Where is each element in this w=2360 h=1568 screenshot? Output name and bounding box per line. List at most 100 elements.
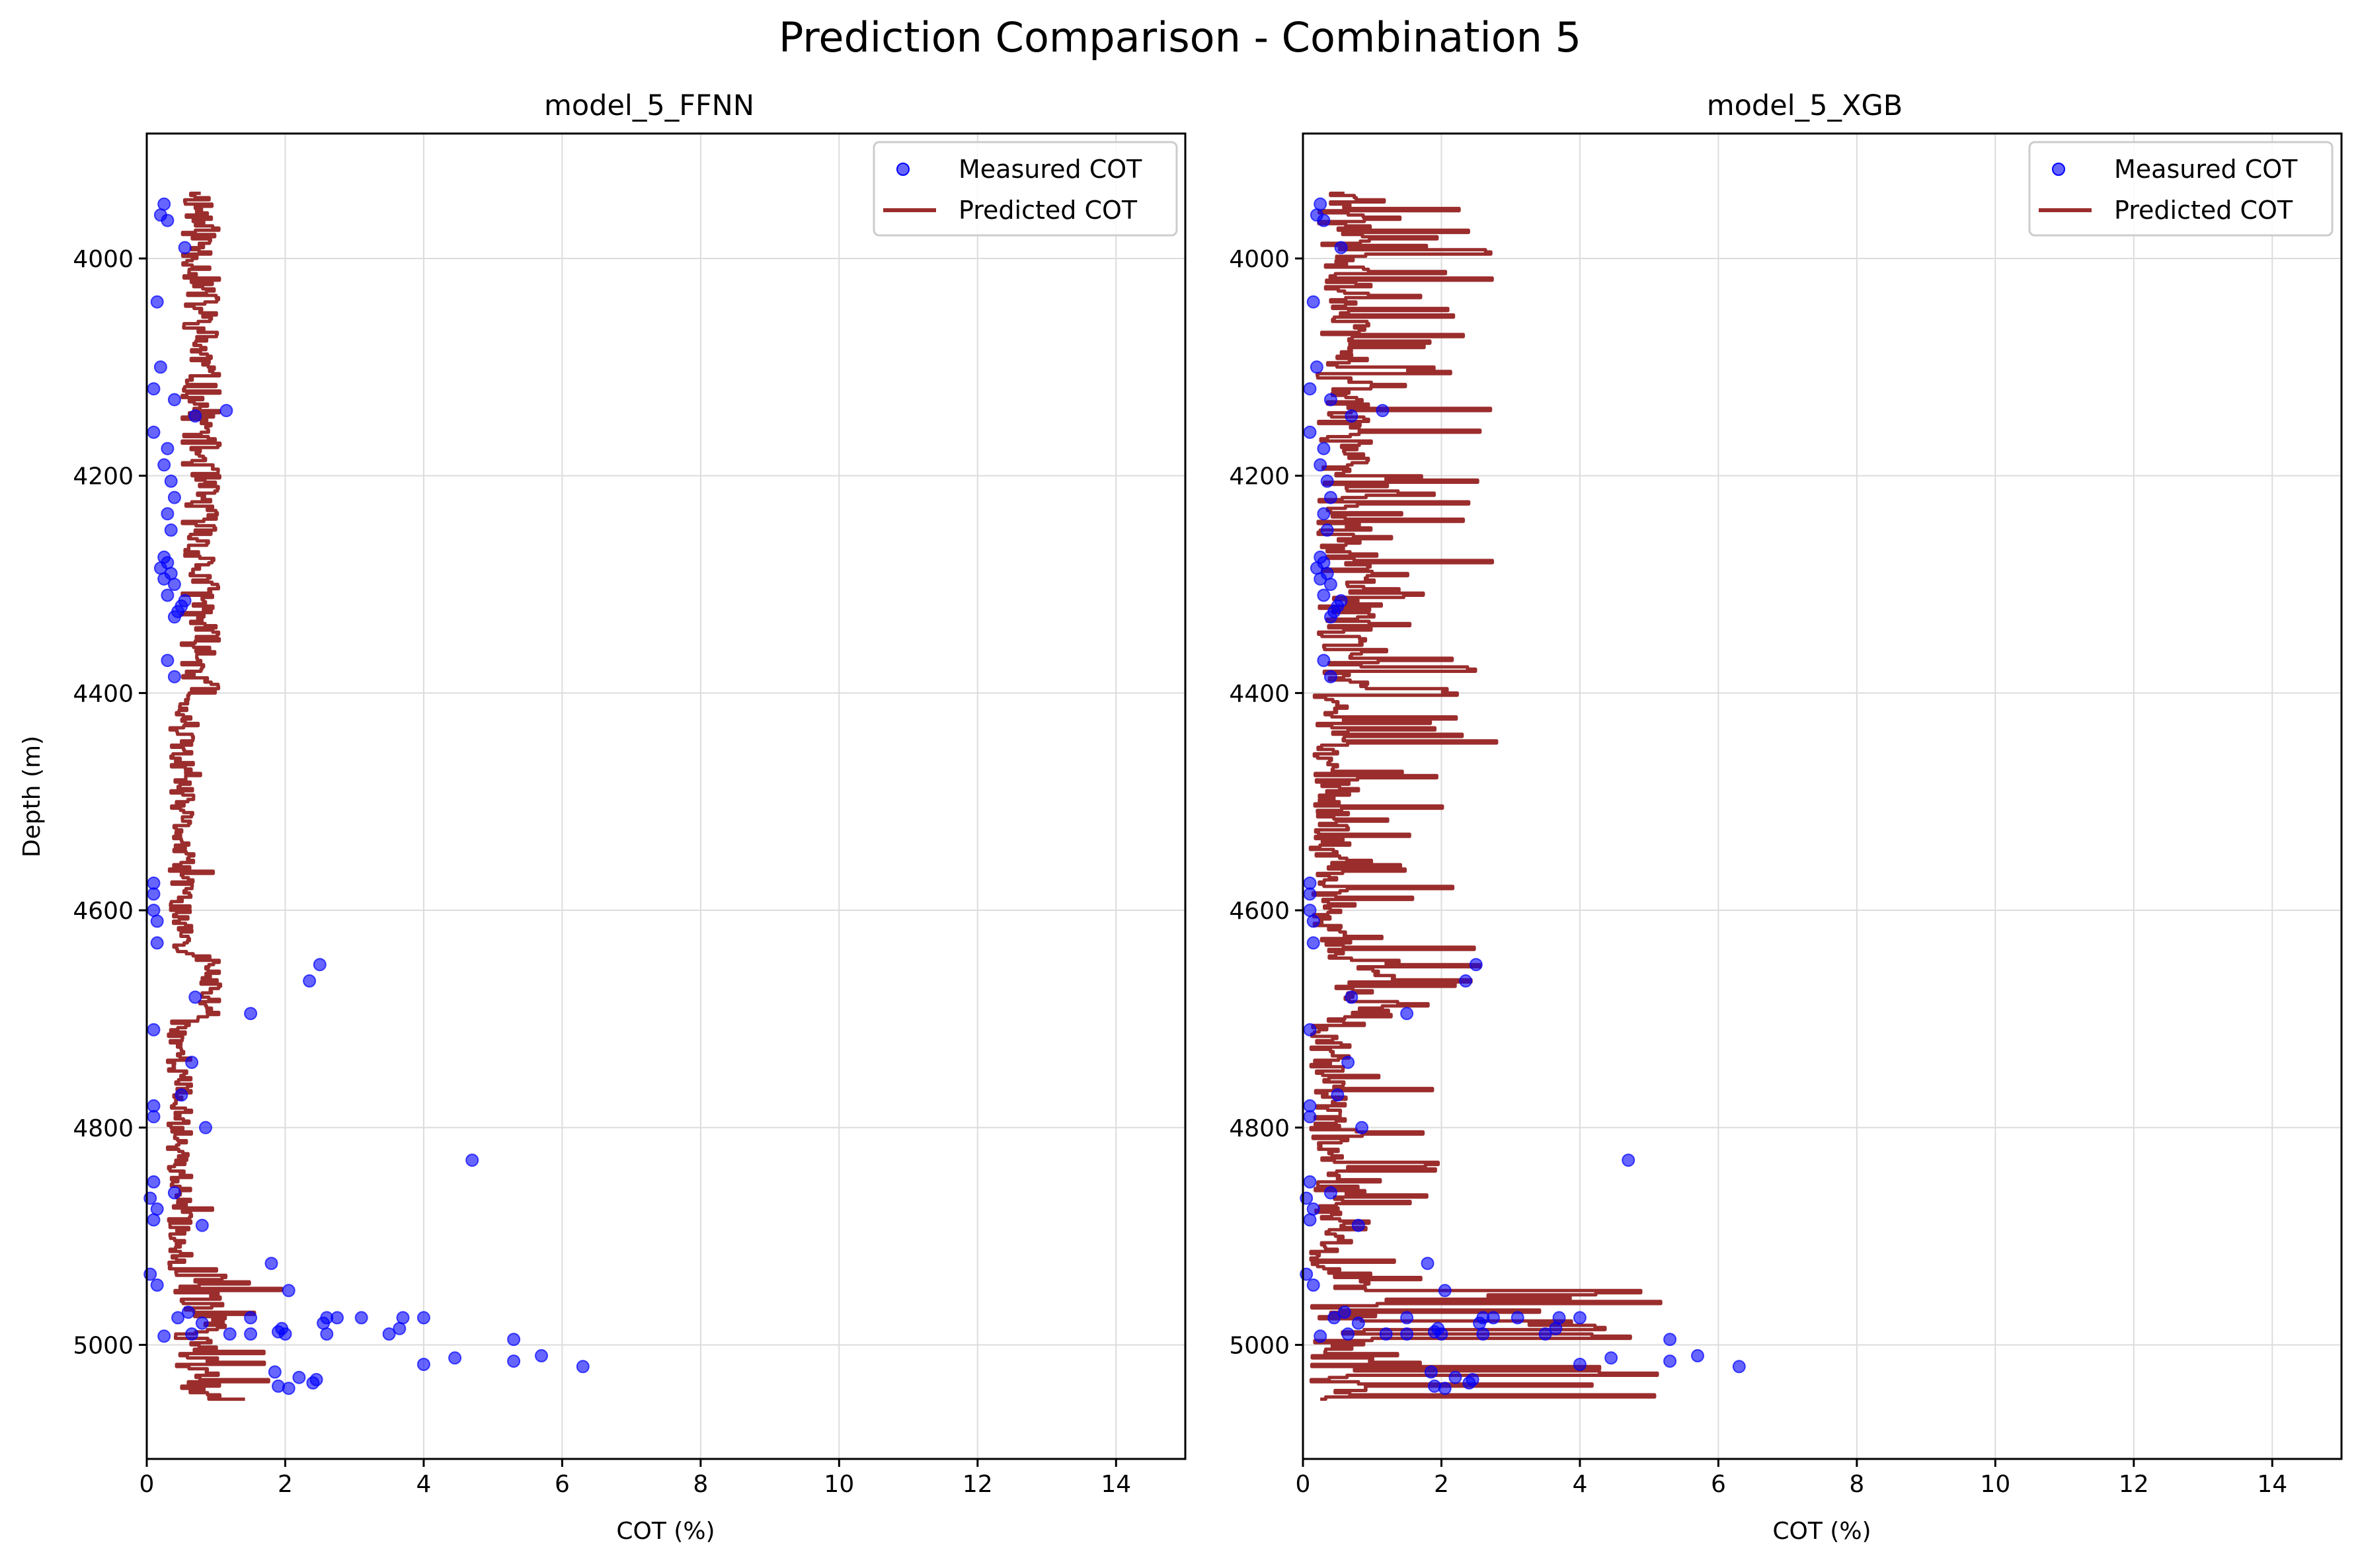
measured-cot-point: [1663, 1354, 1677, 1368]
measured-cot-point: [167, 393, 181, 407]
measured-cot-point: [147, 904, 161, 918]
measured-cot-point: [1303, 382, 1317, 396]
x-tick-label: 14: [2257, 1471, 2287, 1498]
measured-cot-point: [164, 523, 178, 537]
measured-cot-point: [150, 1202, 164, 1216]
x-tick-label: 2: [1434, 1471, 1449, 1498]
measured-cot-point: [507, 1354, 521, 1368]
measured-cot-point: [1303, 877, 1317, 890]
measured-cot-point: [1691, 1349, 1704, 1362]
y-tick-label: 4400: [1229, 680, 1290, 707]
measured-cot-point: [1306, 914, 1320, 928]
y-tick-label: 4000: [1229, 246, 1290, 273]
y-tick-label: 4800: [1229, 1115, 1290, 1142]
measured-cot-point: [1438, 1284, 1452, 1298]
legend: Measured COT Predicted COT: [873, 141, 1178, 237]
measured-cot-point: [1345, 990, 1358, 1004]
measured-cot-point: [161, 507, 175, 521]
measured-cot-point: [147, 1023, 161, 1037]
figure-title: Prediction Comparison - Combination 5: [779, 13, 1581, 61]
measured-cot-point: [576, 1360, 590, 1374]
measured-cot-point: [1323, 610, 1337, 624]
measured-cot-point: [1323, 490, 1337, 504]
y-axis-label: Depth (m): [19, 736, 46, 857]
measured-cot-point: [178, 241, 192, 255]
measured-cot-point: [1487, 1311, 1500, 1325]
measured-cot-point: [1306, 1278, 1320, 1292]
measured-cot-point: [1351, 1316, 1365, 1330]
panel-model-5-xgb: model_5_XGB 0 2 4 6 8 10 12 14 4000 4200 4400 4600 4…: [1229, 89, 2343, 1545]
measured-cot-point: [167, 578, 181, 591]
measured-cot-point: [1303, 904, 1317, 918]
x-axis-label: COT (%): [616, 1518, 715, 1545]
panel-title: model_5_XGB: [1707, 89, 1903, 122]
measured-cot-point: [167, 610, 181, 624]
measured-cot-point: [1314, 1329, 1327, 1343]
x-tick-label: 4: [1572, 1471, 1587, 1498]
measured-cot-points: [1300, 197, 1746, 1395]
predicted-cot-line: [166, 191, 284, 1401]
measured-cot-point: [1424, 1365, 1438, 1379]
y-tick-label: 5000: [1229, 1332, 1290, 1359]
measured-cot-point: [1448, 1370, 1462, 1384]
measured-cot-point: [317, 1316, 331, 1330]
measured-cot-point: [1317, 442, 1331, 455]
axes-frame: [1302, 132, 2343, 1460]
measured-cot-point: [153, 360, 167, 374]
measured-cot-point: [1303, 1175, 1317, 1189]
measured-cot-point: [150, 1278, 164, 1292]
measured-cot-point: [1469, 958, 1483, 972]
measured-cot-point: [175, 1088, 188, 1102]
measured-cot-point: [1317, 507, 1331, 521]
measured-cot-point: [416, 1311, 430, 1325]
measured-cot-point: [282, 1284, 295, 1298]
x-tick-label: 12: [963, 1471, 993, 1498]
measured-cot-point: [1379, 1327, 1393, 1341]
measured-cot-point: [268, 1365, 282, 1379]
measured-cot-point: [1303, 1099, 1317, 1113]
legend-measured-marker: [2052, 163, 2065, 176]
measured-cot-point: [150, 914, 164, 928]
measured-cot-point: [1323, 1186, 1337, 1200]
measured-cot-point: [1317, 654, 1331, 668]
measured-cot-point: [147, 1110, 161, 1124]
measured-cot-point: [1400, 1007, 1414, 1021]
measured-cot-point: [157, 458, 171, 472]
measured-cot-point: [1435, 1327, 1448, 1341]
y-tick-label: 4000: [73, 246, 134, 273]
measured-cot-point: [448, 1351, 462, 1365]
measured-cot-point: [313, 958, 327, 972]
measured-cot-point: [306, 1376, 320, 1390]
x-tick-label: 12: [2119, 1471, 2149, 1498]
measured-cot-point: [167, 1186, 181, 1200]
measured-cot-point: [1327, 1311, 1341, 1325]
legend-box: [873, 141, 1178, 237]
measured-cot-point: [171, 1311, 185, 1325]
measured-cot-point: [188, 990, 202, 1004]
measured-cot-point: [1306, 295, 1320, 309]
measured-cot-point: [354, 1311, 368, 1325]
legend-predicted-label: Predicted COT: [959, 196, 1138, 225]
measured-cot-point: [147, 425, 161, 439]
x-tick-label: 10: [824, 1471, 854, 1498]
x-tick-label: 6: [555, 1471, 570, 1498]
measured-cot-point: [157, 572, 171, 586]
measured-cot-point: [1303, 887, 1317, 901]
x-tick-label: 0: [139, 1471, 155, 1498]
x-tick-label: 6: [1711, 1471, 1726, 1498]
measured-cot-point: [147, 877, 161, 890]
measured-cot-point: [1549, 1321, 1563, 1335]
measured-cot-point: [1341, 1056, 1355, 1070]
axis-ticks: 0 2 4 6 8 10 12 14 4000 4200 4400 4600 4800 5000: [1229, 246, 2287, 1498]
measured-cot-point: [1323, 393, 1337, 407]
measured-cot-point: [161, 442, 175, 455]
measured-cot-point: [303, 974, 317, 988]
y-tick-label: 4200: [73, 463, 134, 490]
measured-cot-point: [1303, 1110, 1317, 1124]
measured-cot-point: [1604, 1351, 1618, 1365]
measured-cot-point: [147, 1213, 161, 1227]
measured-cot-point: [1421, 1257, 1435, 1271]
measured-cot-point: [161, 654, 175, 668]
measured-cot-point: [1303, 1213, 1317, 1227]
